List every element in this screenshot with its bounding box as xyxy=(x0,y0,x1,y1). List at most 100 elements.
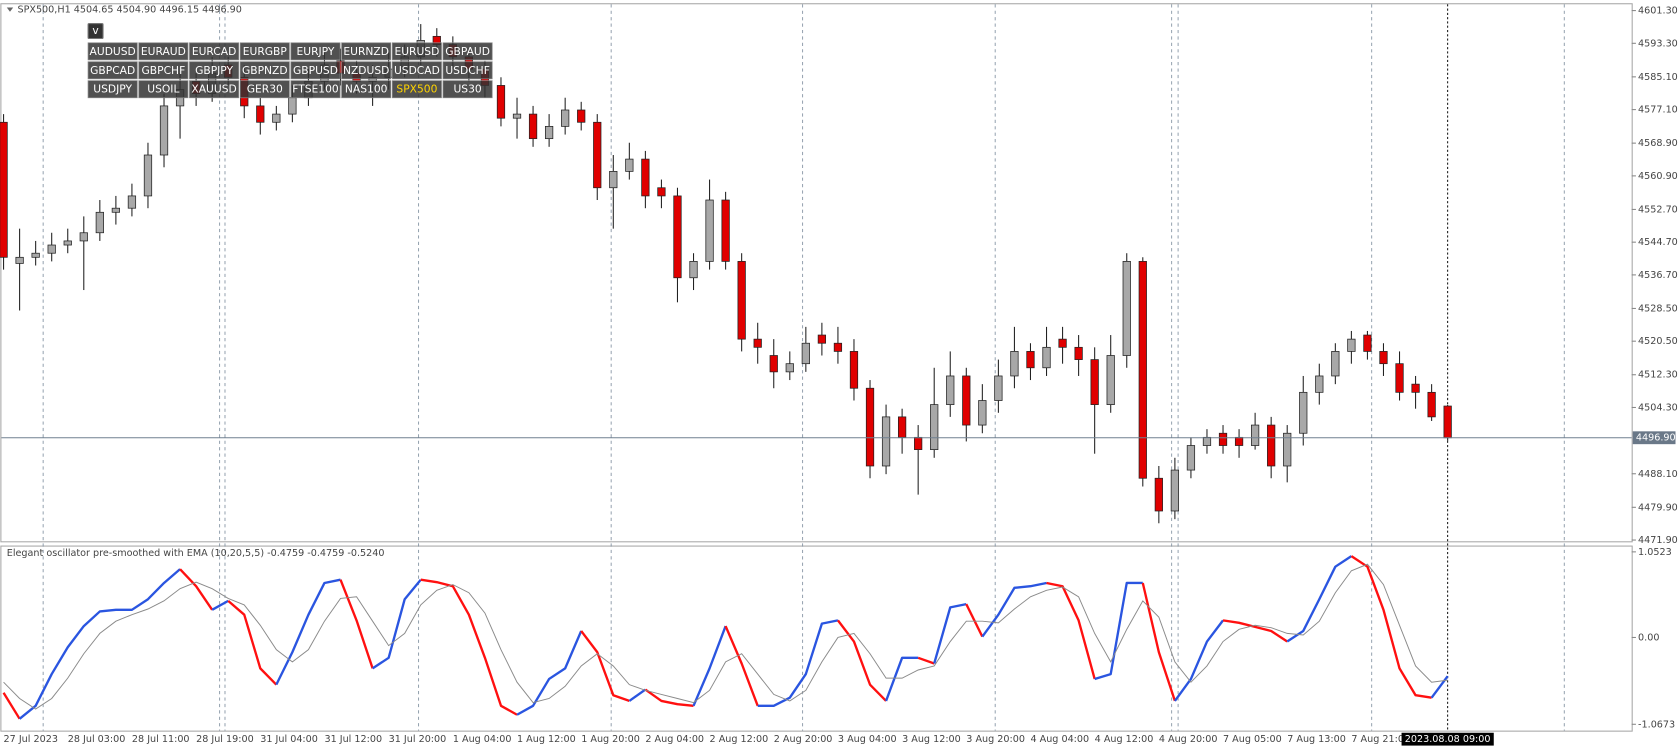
toggle-label[interactable]: v xyxy=(92,24,98,37)
symbol-button[interactable] xyxy=(138,42,189,61)
symbol-button[interactable] xyxy=(391,61,442,80)
symbol-button[interactable] xyxy=(391,80,442,99)
oscillator-line xyxy=(580,630,630,703)
symbol-button[interactable] xyxy=(391,42,442,61)
symbol-button[interactable] xyxy=(138,80,189,99)
symbol-button-label[interactable]: NAS100 xyxy=(345,83,388,96)
x-tick-label: 31 Jul 04:00 xyxy=(260,734,318,745)
symbol-button-label[interactable]: EURCAD xyxy=(192,45,236,58)
oscillator-line xyxy=(757,619,839,707)
symbol-button[interactable] xyxy=(341,42,392,61)
symbol-button-label[interactable]: USDJPY xyxy=(93,83,132,96)
symbol-button[interactable] xyxy=(442,80,493,99)
candle-body xyxy=(1186,445,1196,471)
symbol-button[interactable] xyxy=(189,61,240,80)
oscillator-line xyxy=(18,568,181,720)
oscillator-line xyxy=(227,599,278,686)
candle-body xyxy=(79,232,88,242)
symbol-button[interactable] xyxy=(442,61,493,80)
symbol-button-label[interactable]: GBPUSD xyxy=(293,64,338,77)
symbol-button[interactable] xyxy=(189,42,240,61)
header-icon xyxy=(6,7,14,12)
symbol-button-label[interactable]: EURJPY xyxy=(297,45,335,58)
symbol-button[interactable] xyxy=(87,61,138,80)
candle-body xyxy=(849,351,859,389)
symbol-button-label[interactable]: EURGBP xyxy=(243,45,288,58)
signal-line xyxy=(3,563,1448,710)
candle-body xyxy=(865,387,875,467)
symbol-button-label[interactable]: GBPCHF xyxy=(142,64,186,77)
symbol-button[interactable] xyxy=(290,80,341,99)
symbol-button-label[interactable]: GBPAUD xyxy=(445,45,490,58)
x-tick-label: 4 Aug 20:00 xyxy=(1159,734,1218,745)
symbol-button-label[interactable]: EURUSD xyxy=(394,45,439,58)
toggle-button[interactable] xyxy=(87,22,104,40)
candle-body xyxy=(817,334,827,344)
cursor-time-box xyxy=(1401,732,1494,746)
candle-body xyxy=(1395,363,1404,393)
symbol-button[interactable] xyxy=(341,61,392,80)
symbol-button-label[interactable]: EURAUD xyxy=(141,45,186,58)
symbol-button[interactable] xyxy=(87,80,138,99)
candle-body xyxy=(1026,351,1035,369)
candle-body xyxy=(833,342,843,352)
symbol-button-label[interactable]: GER30 xyxy=(247,83,283,96)
symbol-button-label[interactable]: GBPJPY xyxy=(195,64,233,77)
candle-body xyxy=(1090,359,1099,405)
candle-body xyxy=(512,113,522,119)
y-tick-label: 4479.90 xyxy=(1638,502,1678,513)
oscillator-line xyxy=(420,578,518,716)
symbol-button[interactable] xyxy=(138,61,189,80)
y-tick-label: 4512.30 xyxy=(1638,370,1678,381)
candle-body xyxy=(528,113,538,140)
candle-body xyxy=(1315,375,1324,393)
symbol-button-label[interactable]: USOIL xyxy=(147,83,179,96)
last-price-label: 4496.90 xyxy=(1636,433,1676,444)
symbol-button-label[interactable]: EURNZD xyxy=(343,45,389,58)
oscillator-line xyxy=(2,692,21,720)
candle-body xyxy=(1170,469,1180,512)
candle-body xyxy=(1411,383,1420,393)
symbol-button-label[interactable]: AUDUSD xyxy=(90,45,136,58)
candle-body xyxy=(625,158,634,172)
oscillator-line xyxy=(628,688,647,702)
symbol-button[interactable] xyxy=(290,42,341,61)
symbol-button-label[interactable]: FTSE100 xyxy=(292,83,339,96)
oscillator-line xyxy=(884,656,919,702)
candle-body xyxy=(657,187,666,197)
symbol-button[interactable] xyxy=(239,42,290,61)
y-tick-label: 0.00 xyxy=(1638,632,1659,643)
symbol-button-label[interactable]: USDCHF xyxy=(445,64,489,77)
symbol-button[interactable] xyxy=(239,80,290,99)
y-tick-label: 4488.10 xyxy=(1638,469,1678,480)
symbol-button-label[interactable]: US30 xyxy=(453,83,481,96)
candle-body xyxy=(609,171,618,189)
x-tick-label: 28 Jul 03:00 xyxy=(68,734,126,745)
y-tick-label: -1.0673 xyxy=(1638,719,1675,730)
symbol-button-label[interactable]: USDCAD xyxy=(394,64,440,77)
y-tick-label: 4601.30 xyxy=(1638,6,1678,17)
symbol-button[interactable] xyxy=(442,42,493,61)
symbol-button[interactable] xyxy=(239,61,290,80)
symbol-button-label[interactable]: GBPCAD xyxy=(90,64,135,77)
candle-body xyxy=(753,338,762,348)
oscillator-line xyxy=(1222,619,1288,643)
symbol-button[interactable] xyxy=(341,80,392,99)
symbol-button[interactable] xyxy=(189,80,240,99)
last-price-box xyxy=(1632,431,1676,445)
candle-body xyxy=(689,261,698,279)
symbol-button-label[interactable]: SPX500 xyxy=(396,83,437,96)
candle-body xyxy=(15,256,24,264)
y-tick-label: 4471.90 xyxy=(1638,535,1678,546)
candle-body xyxy=(1363,334,1372,352)
candle-body xyxy=(785,363,794,373)
symbol-button-label[interactable]: XAUUSD xyxy=(191,83,236,96)
candle-body xyxy=(641,158,650,197)
symbol-button[interactable] xyxy=(290,61,341,80)
oscillator-line xyxy=(516,630,583,716)
y-tick-label: 4536.70 xyxy=(1638,270,1678,281)
symbol-button[interactable] xyxy=(87,42,138,61)
symbol-button-label[interactable]: GBPNZD xyxy=(242,64,288,77)
symbol-button-label[interactable]: NZDUSD xyxy=(343,64,389,77)
candle-body xyxy=(143,154,153,197)
